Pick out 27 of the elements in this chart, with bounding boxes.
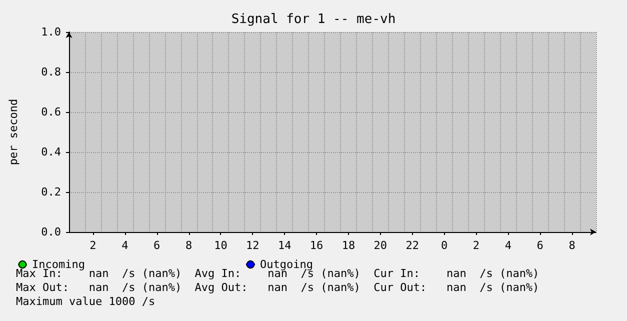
y-tick-label: 0.4 [41,146,62,158]
y-tick-label: 0.0 [41,226,61,238]
text: Max Out: nan /s (nan%) Avg Out: nan /s (nan%) Cur Out: nan /s (nan%) [16,281,540,294]
x-tick-label: 20 [374,239,388,252]
x-tick-label: 14 [278,239,292,252]
x-tick-label: 8 [568,239,576,252]
x-tick-label: 12 [246,239,260,252]
legend-label: Outgoing [260,258,313,271]
x-tick-label: 0 [440,239,448,252]
x-tick-label: 6 [536,239,544,252]
y-axis-title: per second [7,98,20,166]
x-tick-label: 22 [406,239,419,252]
y-tick-label: 0.8 [41,66,61,78]
y-tick-label: 0.6 [41,106,61,118]
x-tick-label: 18 [342,239,356,252]
x-tick-label: 6 [154,239,160,252]
x-tick-label: 2 [472,239,480,252]
x-tick-label: 4 [122,239,129,252]
x-tick-label: 10 [214,239,228,252]
x-tick-label: 2 [90,239,96,252]
x-tick-label: 16 [310,239,324,252]
y-tick-label: 1.0 [41,26,61,38]
x-tick-label: 8 [185,239,192,252]
y-tick-label: 0.2 [41,186,61,198]
text: Maximum value 1000 /s [16,295,156,308]
chart-title: Signal for 1 -- me-vh [231,12,396,27]
x-tick-label: 4 [504,239,512,252]
